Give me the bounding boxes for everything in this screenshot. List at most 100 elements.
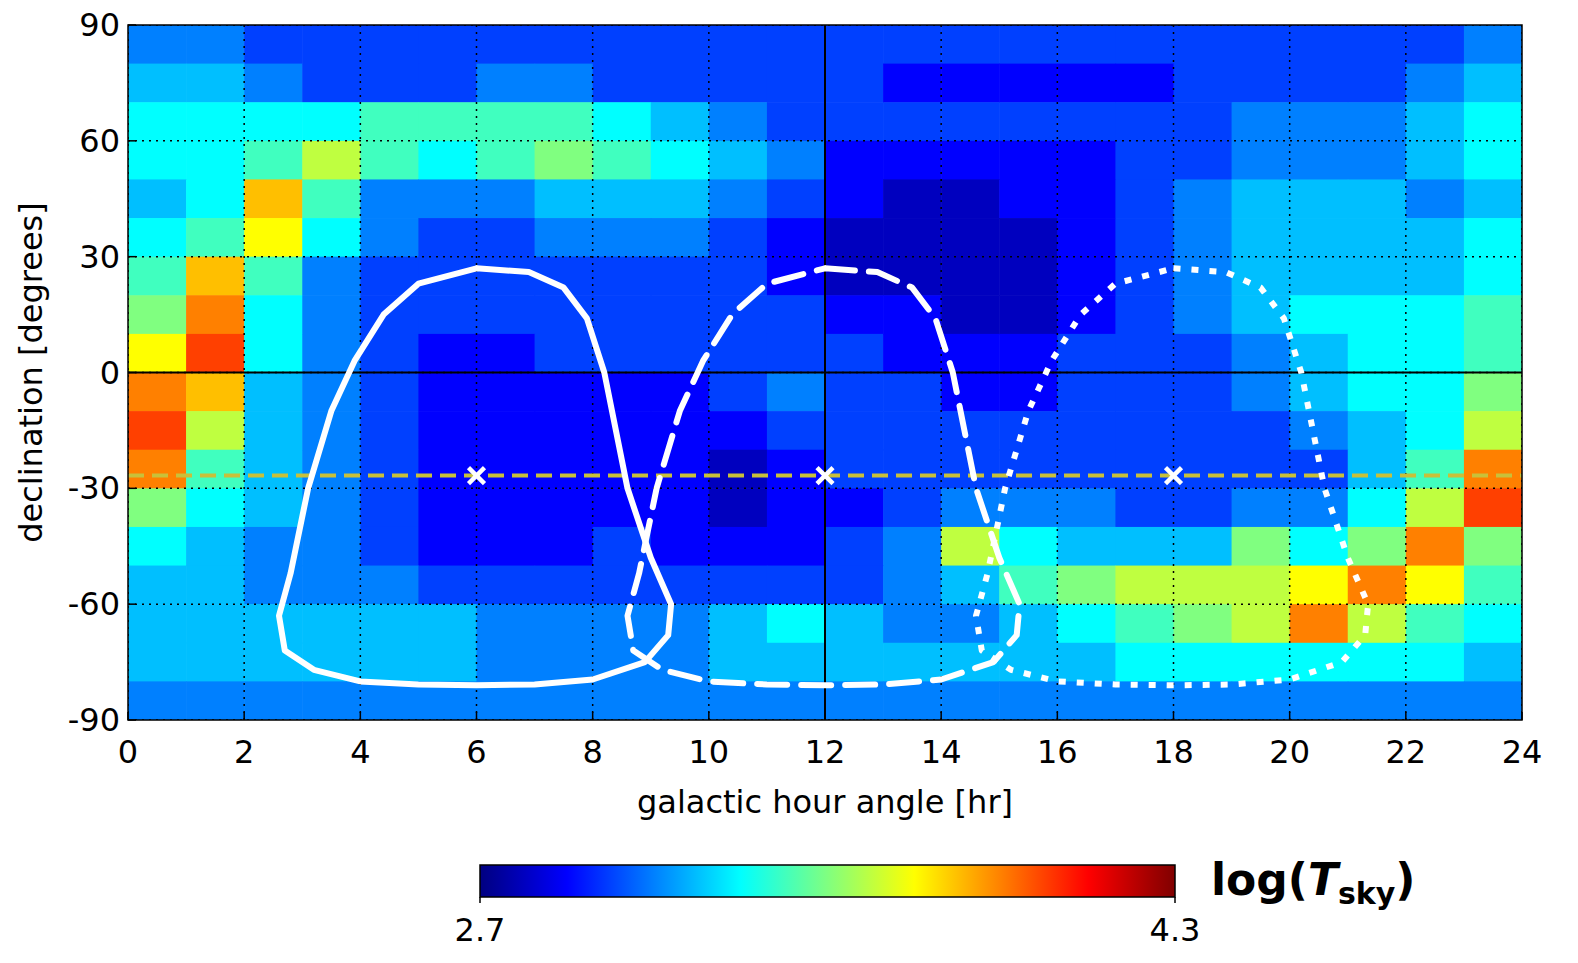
heat-cell xyxy=(1232,411,1291,450)
heat-cell xyxy=(302,295,361,334)
heat-cell xyxy=(1232,527,1291,566)
heat-cell xyxy=(999,218,1058,257)
heat-cell xyxy=(1348,179,1407,218)
heat-cell xyxy=(1464,102,1522,141)
heat-cell xyxy=(186,257,245,296)
heat-cell xyxy=(1348,566,1407,605)
heat-cell xyxy=(244,257,303,296)
heat-cell xyxy=(709,488,768,527)
heat-cell xyxy=(302,141,361,180)
beam-contour xyxy=(976,268,1368,685)
heat-cell xyxy=(825,373,884,412)
heat-cell xyxy=(709,643,768,682)
heat-cell xyxy=(767,488,826,527)
heat-cell xyxy=(651,681,710,720)
heat-cell xyxy=(1232,450,1291,489)
heat-cell xyxy=(186,488,245,527)
heat-cell xyxy=(302,257,361,296)
heat-cell xyxy=(477,411,536,450)
heat-cell xyxy=(1057,643,1116,682)
heat-cell xyxy=(999,527,1058,566)
heat-cell xyxy=(360,64,419,103)
heat-cell xyxy=(418,604,477,643)
heat-cell xyxy=(418,334,477,373)
axis-title: declination [degrees] xyxy=(12,202,50,543)
heat-cell xyxy=(767,295,826,334)
tick-label: 18 xyxy=(1153,733,1194,771)
heat-cell xyxy=(418,566,477,605)
heat-cell xyxy=(244,411,303,450)
heat-cell xyxy=(1348,411,1407,450)
heat-cell xyxy=(1232,102,1291,141)
heat-cell xyxy=(1464,64,1522,103)
heat-cell xyxy=(767,643,826,682)
heat-cell xyxy=(709,25,768,64)
heat-cell xyxy=(360,295,419,334)
heat-cell xyxy=(302,488,361,527)
heat-cell xyxy=(1406,604,1465,643)
heat-cell xyxy=(1232,604,1291,643)
heat-cell xyxy=(1057,681,1116,720)
heat-cell xyxy=(360,681,419,720)
heat-cell xyxy=(1232,218,1291,257)
heat-cell xyxy=(709,179,768,218)
heat-cell xyxy=(186,218,245,257)
heat-cell xyxy=(999,25,1058,64)
heat-cell xyxy=(186,141,245,180)
heat-cell xyxy=(709,141,768,180)
heat-cell xyxy=(1290,179,1349,218)
heat-cell xyxy=(128,295,187,334)
tick-mark xyxy=(128,372,136,374)
heat-cell xyxy=(128,527,187,566)
heat-cell xyxy=(360,643,419,682)
pointing-marker xyxy=(817,468,833,484)
heat-cell xyxy=(535,102,594,141)
heat-cell xyxy=(128,257,187,296)
heat-cell xyxy=(535,334,594,373)
tick-label: 24 xyxy=(1502,733,1543,771)
heat-cell xyxy=(244,604,303,643)
heat-cell xyxy=(883,643,942,682)
heat-cell xyxy=(709,373,768,412)
tick-mark xyxy=(708,712,710,720)
heat-cell xyxy=(767,102,826,141)
heat-cell xyxy=(1348,218,1407,257)
heat-cell xyxy=(593,566,652,605)
heat-cell xyxy=(593,179,652,218)
tick-label: -90 xyxy=(68,701,120,739)
heat-cell xyxy=(1115,64,1174,103)
heat-cell xyxy=(825,527,884,566)
heat-cell xyxy=(360,179,419,218)
heat-cell xyxy=(883,64,942,103)
heat-cell xyxy=(593,411,652,450)
heat-cell xyxy=(825,566,884,605)
heat-cell xyxy=(709,527,768,566)
heat-cell xyxy=(1348,450,1407,489)
heat-cell xyxy=(767,141,826,180)
heat-cell xyxy=(1057,102,1116,141)
heat-cell xyxy=(128,373,187,412)
heat-cell xyxy=(1174,604,1233,643)
heat-cell xyxy=(418,527,477,566)
heat-cell xyxy=(767,334,826,373)
heat-cell xyxy=(1174,25,1233,64)
heat-cell xyxy=(709,604,768,643)
heat-cell xyxy=(593,373,652,412)
heat-cell xyxy=(651,141,710,180)
heat-cell xyxy=(883,527,942,566)
heat-cell xyxy=(1115,218,1174,257)
heat-cell xyxy=(128,681,187,720)
heat-cell xyxy=(1348,527,1407,566)
heat-cell xyxy=(651,295,710,334)
colorbar-tick-label: 2.7 xyxy=(455,911,506,949)
heat-cell xyxy=(1348,257,1407,296)
tick-label: 30 xyxy=(79,238,120,276)
tick-mark xyxy=(1521,712,1523,720)
heat-cell xyxy=(1290,218,1349,257)
heat-cell xyxy=(883,411,942,450)
heat-cell xyxy=(1406,102,1465,141)
heat-cell xyxy=(999,488,1058,527)
heat-cell xyxy=(1290,257,1349,296)
tick-mark xyxy=(128,256,136,258)
heat-cell xyxy=(244,334,303,373)
